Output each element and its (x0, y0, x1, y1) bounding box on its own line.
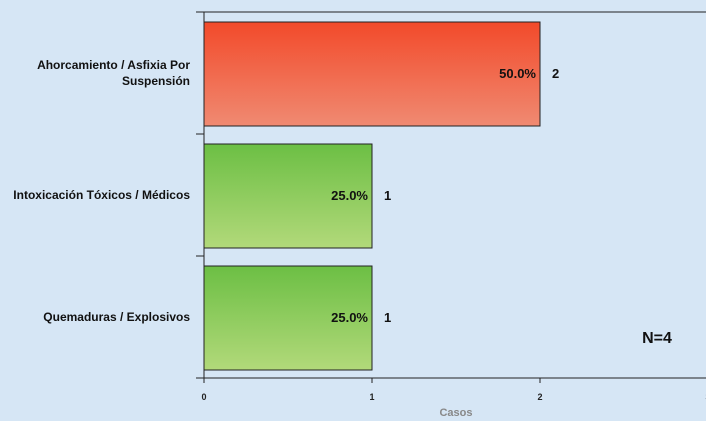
axis-layer (196, 11, 706, 383)
x-tick-label: 2 (537, 392, 542, 402)
bar-value-label: 1 (384, 310, 391, 325)
bar-0 (203, 21, 541, 127)
bar-value-label: 2 (552, 66, 559, 81)
labels-layer: 50.0% 2 Ahorcamiento / Asfixia Por Suspensi… (13, 58, 706, 402)
x-tick-label: 0 (201, 392, 206, 402)
bars-layer (203, 21, 541, 371)
bar-value-label: 1 (384, 188, 391, 203)
category-label: Quemaduras / Explosivos (43, 310, 190, 324)
bar-2 (203, 265, 373, 371)
bar-percent-label: 50.0% (499, 66, 536, 81)
bar-1 (203, 143, 373, 249)
bar-percent-label: 25.0% (331, 310, 368, 325)
category-label: Ahorcamiento / Asfixia Por Suspensión (37, 58, 190, 88)
category-label: Intoxicación Tóxicos / Médicos (13, 188, 190, 202)
bar-percent-label: 25.0% (331, 188, 368, 203)
x-tick-label: 1 (369, 392, 374, 402)
sample-size-annotation: N=4 (642, 330, 672, 347)
x-axis-title: Casos (439, 407, 472, 419)
